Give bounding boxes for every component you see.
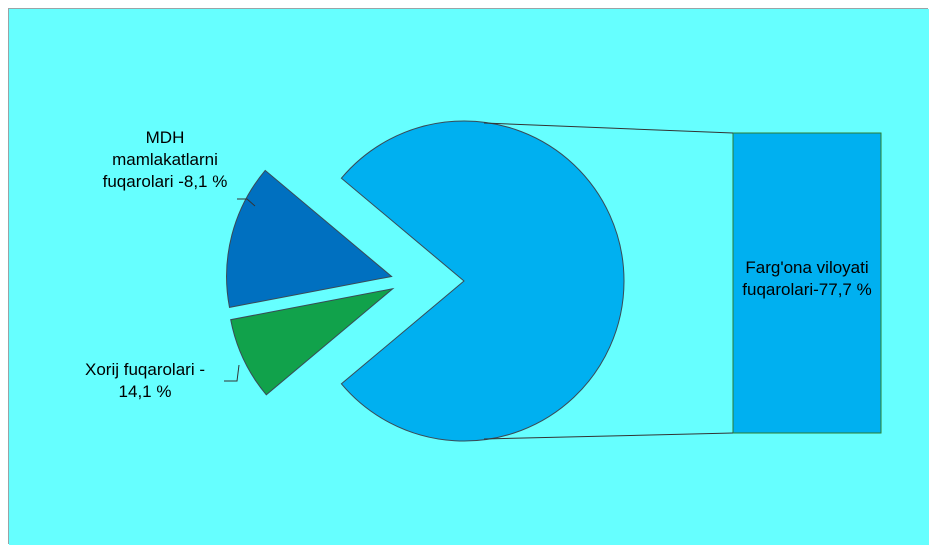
pie-of-pie-chart: MDH mamlakatlarni fuqarolari -8,1 % Xorij f…	[9, 9, 929, 545]
slice-xorij-fuqarolari	[226, 169, 393, 308]
chart-frame: MDH mamlakatlarni fuqarolari -8,1 % Xorij f…	[8, 8, 929, 545]
leader-line-mdh	[237, 198, 256, 207]
secondary-bar	[732, 132, 882, 434]
label-xorij-fuqarolari: Xorij fuqarolari -14,1 %	[85, 360, 205, 401]
label-fargona-viloyati: Farg'ona viloyati fuqarolari-77,7 %	[742, 258, 871, 299]
label-mdh-mamlakatlari: MDH mamlakatlarni fuqarolari -8,1 %	[103, 128, 228, 191]
leader-line-xorij	[224, 364, 240, 382]
connector-line-bottom	[483, 432, 734, 440]
slice-fargona-viloyati	[340, 120, 625, 442]
connector-line-top	[483, 122, 734, 134]
slice-mdh-mamlakatlari	[230, 287, 395, 396]
